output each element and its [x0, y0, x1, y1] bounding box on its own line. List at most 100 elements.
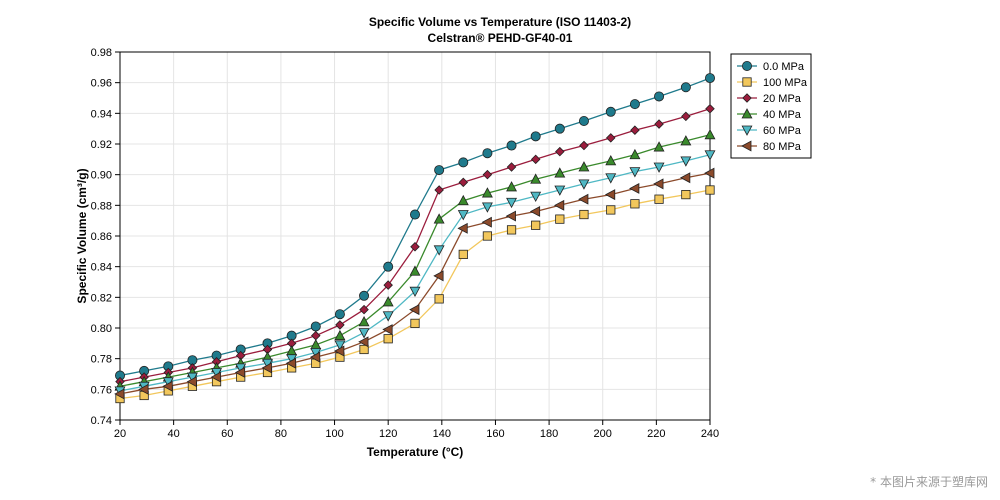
series-0: [115, 73, 716, 381]
data-point: [410, 241, 420, 252]
data-point: [433, 245, 445, 256]
legend-label: 100 MPa: [763, 77, 808, 89]
legend-label: 0.0 MPa: [763, 61, 805, 73]
series-5: [114, 167, 715, 400]
data-point: [409, 304, 420, 316]
data-point: [506, 140, 517, 151]
data-point: [359, 344, 369, 355]
legend-label: 80 MPa: [763, 141, 802, 153]
data-point: [578, 116, 589, 127]
data-point: [506, 197, 518, 209]
data-point: [704, 128, 716, 140]
data-point: [310, 321, 321, 332]
data-point: [506, 181, 518, 192]
legend-marker: [741, 125, 753, 136]
legend-label: 40 MPa: [763, 109, 802, 121]
data-point: [680, 156, 692, 167]
chart-title: Specific Volume vs Temperature (ISO 1140…: [369, 15, 631, 29]
watermark-text: * 本图片来源于塑库网: [870, 475, 988, 489]
y-tick-label: 0.96: [91, 78, 112, 90]
legend-item: 20 MPa: [737, 93, 802, 105]
data-point: [359, 304, 369, 315]
x-tick-label: 20: [114, 428, 126, 440]
legend-marker: [742, 93, 752, 103]
data-point: [629, 148, 641, 160]
x-tick-label: 180: [540, 428, 558, 440]
data-point: [383, 280, 393, 290]
data-point: [334, 329, 346, 341]
y-tick-label: 0.90: [91, 170, 112, 182]
data-point: [653, 162, 665, 173]
series-line: [119, 134, 711, 387]
data-point: [554, 123, 565, 134]
y-tick-label: 0.94: [91, 108, 112, 120]
legend: 0.0 MPa 100 MPa 20 MPa 40 MPa 60 MPa 80 MPa: [730, 53, 812, 159]
data-point: [605, 173, 617, 184]
y-tick-label: 0.82: [91, 292, 112, 304]
data-point: [606, 133, 616, 143]
data-point: [606, 205, 616, 215]
data-point: [630, 199, 640, 209]
data-point: [458, 157, 469, 168]
data-point: [359, 290, 370, 301]
x-tick-label: 140: [433, 428, 451, 440]
data-point: [653, 141, 665, 152]
legend-item: 60 MPa: [737, 125, 802, 137]
data-point: [162, 380, 173, 392]
data-point: [409, 286, 421, 298]
data-point: [653, 178, 664, 190]
series-line: [119, 77, 711, 377]
data-point: [553, 199, 565, 211]
y-tick-label: 0.80: [91, 323, 112, 335]
series-line: [119, 172, 711, 395]
data-point: [434, 185, 444, 195]
data-point: [457, 210, 469, 221]
grid: [119, 51, 711, 421]
data-point: [681, 189, 691, 200]
data-point: [382, 296, 394, 307]
data-point: [334, 309, 345, 320]
data-point: [334, 345, 345, 357]
data-point: [383, 334, 393, 344]
data-point: [605, 106, 616, 117]
data-point: [578, 161, 590, 172]
data-point: [555, 214, 565, 224]
legend-marker: [742, 77, 752, 87]
data-point: [234, 366, 246, 378]
data-point: [482, 148, 493, 159]
legend-marker: [741, 140, 752, 152]
data-point: [457, 194, 469, 206]
data-point: [681, 111, 691, 122]
y-tick-label: 0.98: [91, 47, 112, 59]
x-tick-label: 80: [275, 428, 287, 440]
series-1: [115, 185, 715, 404]
data-point: [529, 206, 541, 217]
y-tick-label: 0.88: [91, 200, 112, 212]
data-point: [705, 73, 716, 84]
y-tick-label: 0.92: [91, 139, 112, 151]
data-point: [506, 162, 517, 172]
data-point: [629, 183, 640, 194]
series-2: [115, 103, 715, 387]
data-point: [311, 330, 321, 341]
y-axis-label: Specific Volume (cm³/g): [75, 168, 89, 303]
data-point: [434, 165, 445, 176]
x-tick-label: 160: [486, 428, 504, 440]
data-point: [261, 362, 272, 374]
data-point: [114, 388, 125, 400]
data-point: [555, 146, 565, 157]
data-point: [309, 351, 321, 363]
data-point: [334, 340, 346, 351]
series-area: [114, 73, 716, 404]
data-point: [210, 371, 221, 383]
series-3: [114, 128, 716, 391]
data-point: [629, 99, 640, 110]
data-point: [704, 150, 716, 161]
data-point: [704, 167, 715, 179]
data-point: [505, 210, 516, 222]
data-point: [383, 261, 394, 272]
data-point: [506, 225, 517, 235]
data-point: [434, 294, 444, 304]
data-point: [705, 103, 715, 114]
